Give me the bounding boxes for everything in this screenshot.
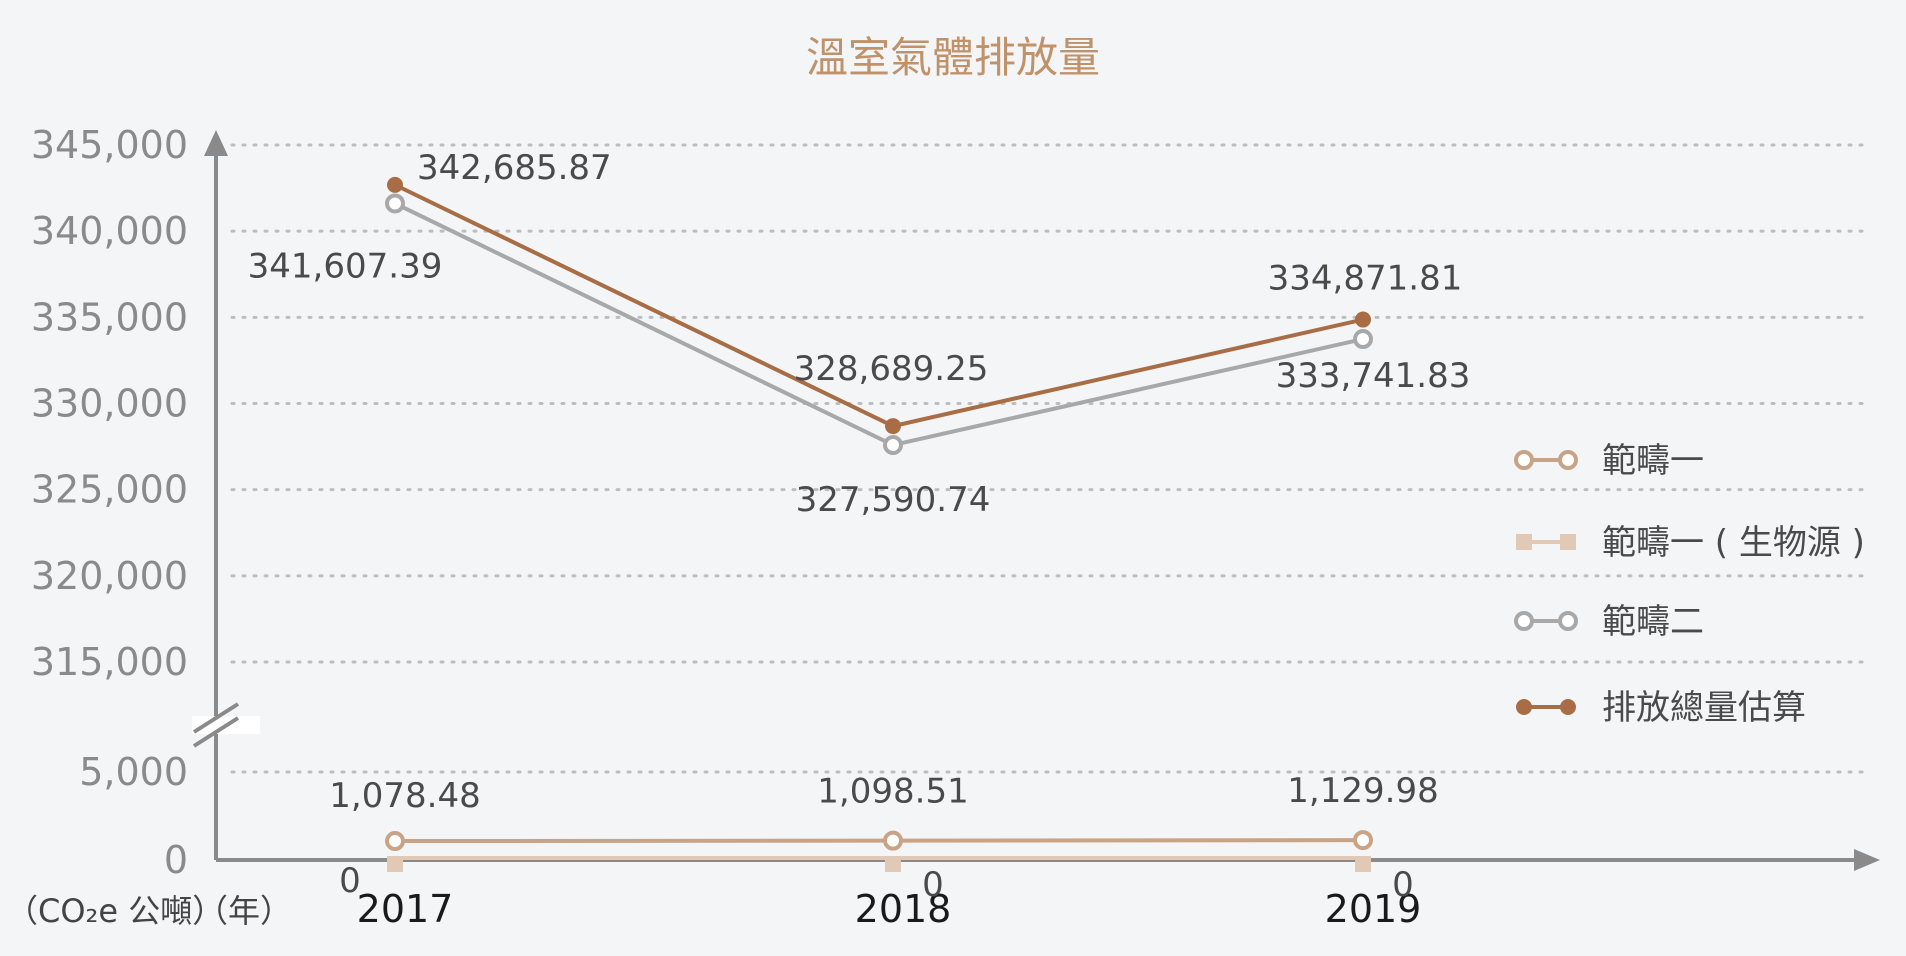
legend-marker (1558, 611, 1578, 631)
legend-label: 範疇一 (1602, 441, 1704, 481)
gridlines (230, 143, 1868, 774)
y-axis-unit-label: （CO₂e 公噸） (6, 892, 224, 930)
data-label: 0 (1392, 865, 1414, 905)
y-tick-label: 320,000 (31, 554, 188, 598)
y-tick-label: 0 (164, 838, 188, 882)
x-axis-unit-label: （年） (196, 892, 292, 930)
data-label: 342,685.87 (417, 148, 612, 188)
y-tick-label: 5,000 (79, 750, 188, 794)
data-label: 328,689.25 (794, 349, 989, 389)
legend-item: 排放總量估算 (1516, 688, 1806, 728)
series-line-0 (394, 838, 1364, 844)
data-point (1353, 329, 1373, 350)
chart-title: 溫室氣體排放量 (806, 33, 1100, 82)
data-point (1355, 311, 1371, 328)
x-tick-label: 2017 (357, 887, 454, 931)
data-point (1353, 830, 1373, 851)
x-axis-arrow (1854, 849, 1880, 871)
legend-marker (1514, 611, 1534, 631)
data-point (387, 856, 403, 872)
data-label: 341,607.39 (248, 246, 443, 286)
y-axis-arrow (204, 130, 228, 156)
data-point (385, 831, 405, 852)
data-point (1355, 856, 1371, 872)
data-label: 1,078.48 (329, 776, 480, 816)
legend-item: 範疇一 ( 生物源 ) (1516, 523, 1865, 563)
y-tick-label: 340,000 (31, 209, 188, 253)
legend-marker (1558, 450, 1578, 470)
legend-marker (1516, 534, 1532, 550)
data-label: 0 (922, 865, 944, 905)
legend-marker (1516, 699, 1532, 715)
data-label: 1,098.51 (817, 772, 968, 812)
data-labels: 0 0 0 1,078.48 1,098.51 1,129.98 341,607.39 327… (248, 148, 1471, 905)
data-point (883, 830, 903, 851)
y-tick-labels: 315,000 320,000 325,000 330,000 335,000 340,0… (31, 123, 188, 882)
x-tick-label: 2018 (855, 887, 952, 931)
data-point (883, 435, 903, 456)
legend-item: 範疇二 (1514, 602, 1704, 642)
series-markers (385, 176, 1373, 872)
axis-break-slash (192, 702, 240, 734)
series-lines (394, 183, 1364, 860)
x-tick-label: 2019 (1325, 887, 1422, 931)
data-label: 327,590.74 (796, 480, 991, 520)
series-line-3 (394, 183, 1364, 429)
legend-label: 範疇一 ( 生物源 ) (1602, 523, 1865, 563)
data-point (387, 176, 403, 193)
axis-break-slash (192, 716, 240, 748)
legend-marker (1560, 699, 1576, 715)
legend-marker (1560, 534, 1576, 550)
data-point (385, 193, 405, 214)
y-tick-label: 335,000 (31, 295, 188, 339)
legend-marker (1514, 450, 1534, 470)
y-tick-label: 345,000 (31, 123, 188, 167)
data-label: 333,741.83 (1276, 356, 1471, 396)
x-tick-labels: 2017 2018 2019 (357, 887, 1422, 931)
axes (192, 130, 1880, 871)
y-tick-label: 315,000 (31, 640, 188, 684)
legend-label: 範疇二 (1602, 602, 1704, 642)
data-label: 0 (339, 861, 361, 901)
data-label: 1,129.98 (1287, 771, 1438, 811)
data-label: 334,871.81 (1268, 259, 1463, 299)
legend-item: 範疇一 (1514, 441, 1704, 481)
y-tick-label: 325,000 (31, 468, 188, 512)
data-point (885, 856, 901, 872)
y-tick-label: 330,000 (31, 382, 188, 426)
legend-label: 排放總量估算 (1602, 688, 1806, 728)
series-line-2 (394, 201, 1364, 448)
data-point (885, 418, 901, 435)
